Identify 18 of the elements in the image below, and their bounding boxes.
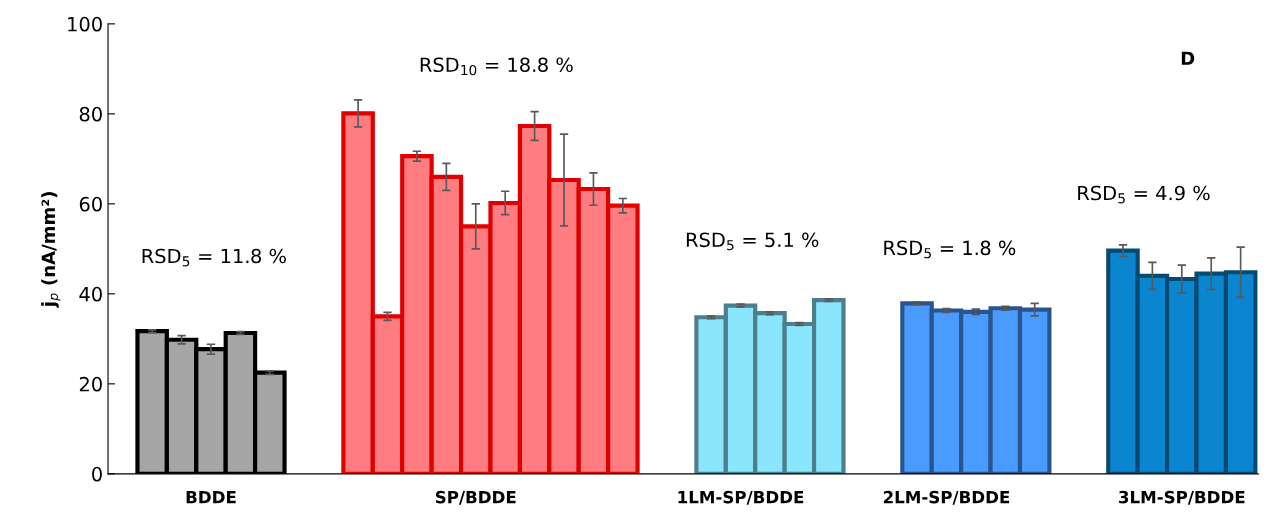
annotation: RSD$_{5}$ = 4.9 % bbox=[1078, 185, 1210, 204]
y-tick-label: 60 bbox=[79, 196, 102, 212]
annotation: RSD$_{10}$ = 18.8 % bbox=[420, 57, 573, 76]
y-tick-label: 100 bbox=[68, 16, 102, 32]
y-tick-label: 80 bbox=[79, 106, 102, 122]
y-tick-label: 40 bbox=[79, 286, 102, 302]
x-tick-label: 1LM-SP/BDDE bbox=[678, 490, 804, 505]
y-axis-title: j$_{p}$ (nA/mm²) bbox=[41, 192, 61, 308]
annotation: RSD$_{5}$ = 1.8 % bbox=[884, 240, 1016, 259]
x-tick-label: BDDE bbox=[186, 491, 236, 504]
x-tick-label: SP/BDDE bbox=[435, 490, 516, 505]
annotation: RSD$_{5}$ = 11.8 % bbox=[142, 248, 286, 267]
x-tick-label: 3LM-SP/BDDE bbox=[1119, 490, 1245, 505]
y-tick-label: 20 bbox=[79, 376, 102, 392]
annotation: RSD$_{5}$ = 5.1 % bbox=[686, 232, 819, 251]
y-tick-label: 0 bbox=[92, 466, 102, 482]
annotation: D bbox=[1181, 51, 1195, 65]
x-tick-label: 2LM-SP/BDDE bbox=[883, 490, 1010, 505]
